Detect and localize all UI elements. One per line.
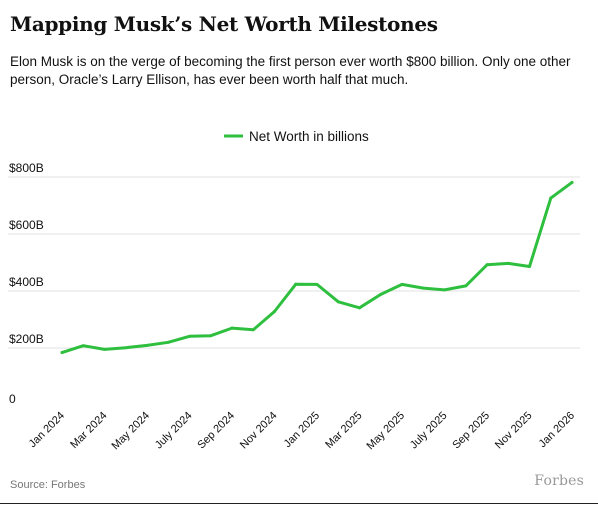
data-point bbox=[336, 300, 340, 304]
data-point bbox=[485, 263, 489, 267]
y-tick-label: $600B bbox=[9, 218, 44, 232]
data-point bbox=[315, 282, 319, 286]
data-point bbox=[145, 343, 149, 347]
data-point bbox=[549, 196, 553, 200]
data-point bbox=[103, 347, 106, 351]
data-point bbox=[251, 328, 255, 332]
chart-title: Mapping Musk’s Net Worth Milestones bbox=[10, 12, 438, 36]
data-point bbox=[166, 340, 170, 344]
y-tick-label: 0 bbox=[9, 392, 16, 406]
x-tick-label: July 2024 bbox=[153, 410, 195, 452]
data-point bbox=[81, 344, 85, 348]
data-point bbox=[209, 334, 213, 338]
data-point bbox=[294, 282, 298, 286]
bottom-divider bbox=[0, 503, 598, 504]
forbes-logo: Forbes bbox=[534, 473, 584, 489]
y-tick-label: $800B bbox=[9, 161, 44, 175]
data-point bbox=[230, 326, 234, 330]
data-point bbox=[506, 261, 510, 265]
y-tick-label: $200B bbox=[9, 332, 44, 346]
data-point bbox=[273, 310, 276, 314]
data-point bbox=[124, 346, 128, 350]
data-point bbox=[464, 284, 468, 288]
x-tick-label: Sep 2025 bbox=[450, 410, 492, 452]
series-net-worth bbox=[60, 180, 574, 355]
data-point bbox=[528, 264, 531, 268]
source-note: Source: Forbes bbox=[10, 479, 86, 491]
legend-label-net-worth: Net Worth in billions bbox=[249, 129, 369, 144]
data-point bbox=[188, 334, 191, 338]
data-point bbox=[400, 282, 404, 286]
x-tick-label: Jan 2024 bbox=[27, 410, 67, 450]
y-tick-label: $400B bbox=[9, 275, 44, 289]
x-tick-label: Nov 2024 bbox=[238, 410, 280, 452]
series-line-net-worth bbox=[60, 180, 574, 355]
x-tick-label: Mar 2025 bbox=[323, 410, 364, 451]
data-point bbox=[358, 306, 361, 310]
data-point bbox=[443, 288, 446, 292]
x-tick-label: Jan 2026 bbox=[537, 410, 577, 450]
x-tick-label: Sep 2024 bbox=[195, 410, 237, 452]
x-tick-label: Nov 2025 bbox=[493, 410, 535, 452]
data-point bbox=[379, 292, 383, 296]
chart-subtitle: Elon Musk is on the verge of becoming th… bbox=[10, 54, 571, 87]
net-worth-line-chart: Net Worth in billions 0 $200B $400B $600B $8… bbox=[8, 129, 580, 453]
x-tick-label: July 2025 bbox=[408, 410, 450, 452]
x-axis-ticks: Jan 2024 Mar 2024 May 2024 July 2024 Sep 202… bbox=[27, 410, 577, 453]
gridlines bbox=[8, 176, 580, 349]
chart-legend: Net Worth in billions bbox=[224, 129, 369, 144]
data-point bbox=[60, 351, 64, 355]
data-point bbox=[421, 286, 425, 290]
x-tick-label: May 2025 bbox=[364, 410, 407, 453]
x-tick-label: Mar 2024 bbox=[68, 410, 109, 451]
x-tick-label: Jan 2025 bbox=[282, 410, 322, 450]
data-point bbox=[570, 180, 574, 184]
x-tick-label: May 2024 bbox=[109, 410, 152, 453]
y-axis-ticks: 0 $200B $400B $600B $800B bbox=[9, 161, 44, 406]
